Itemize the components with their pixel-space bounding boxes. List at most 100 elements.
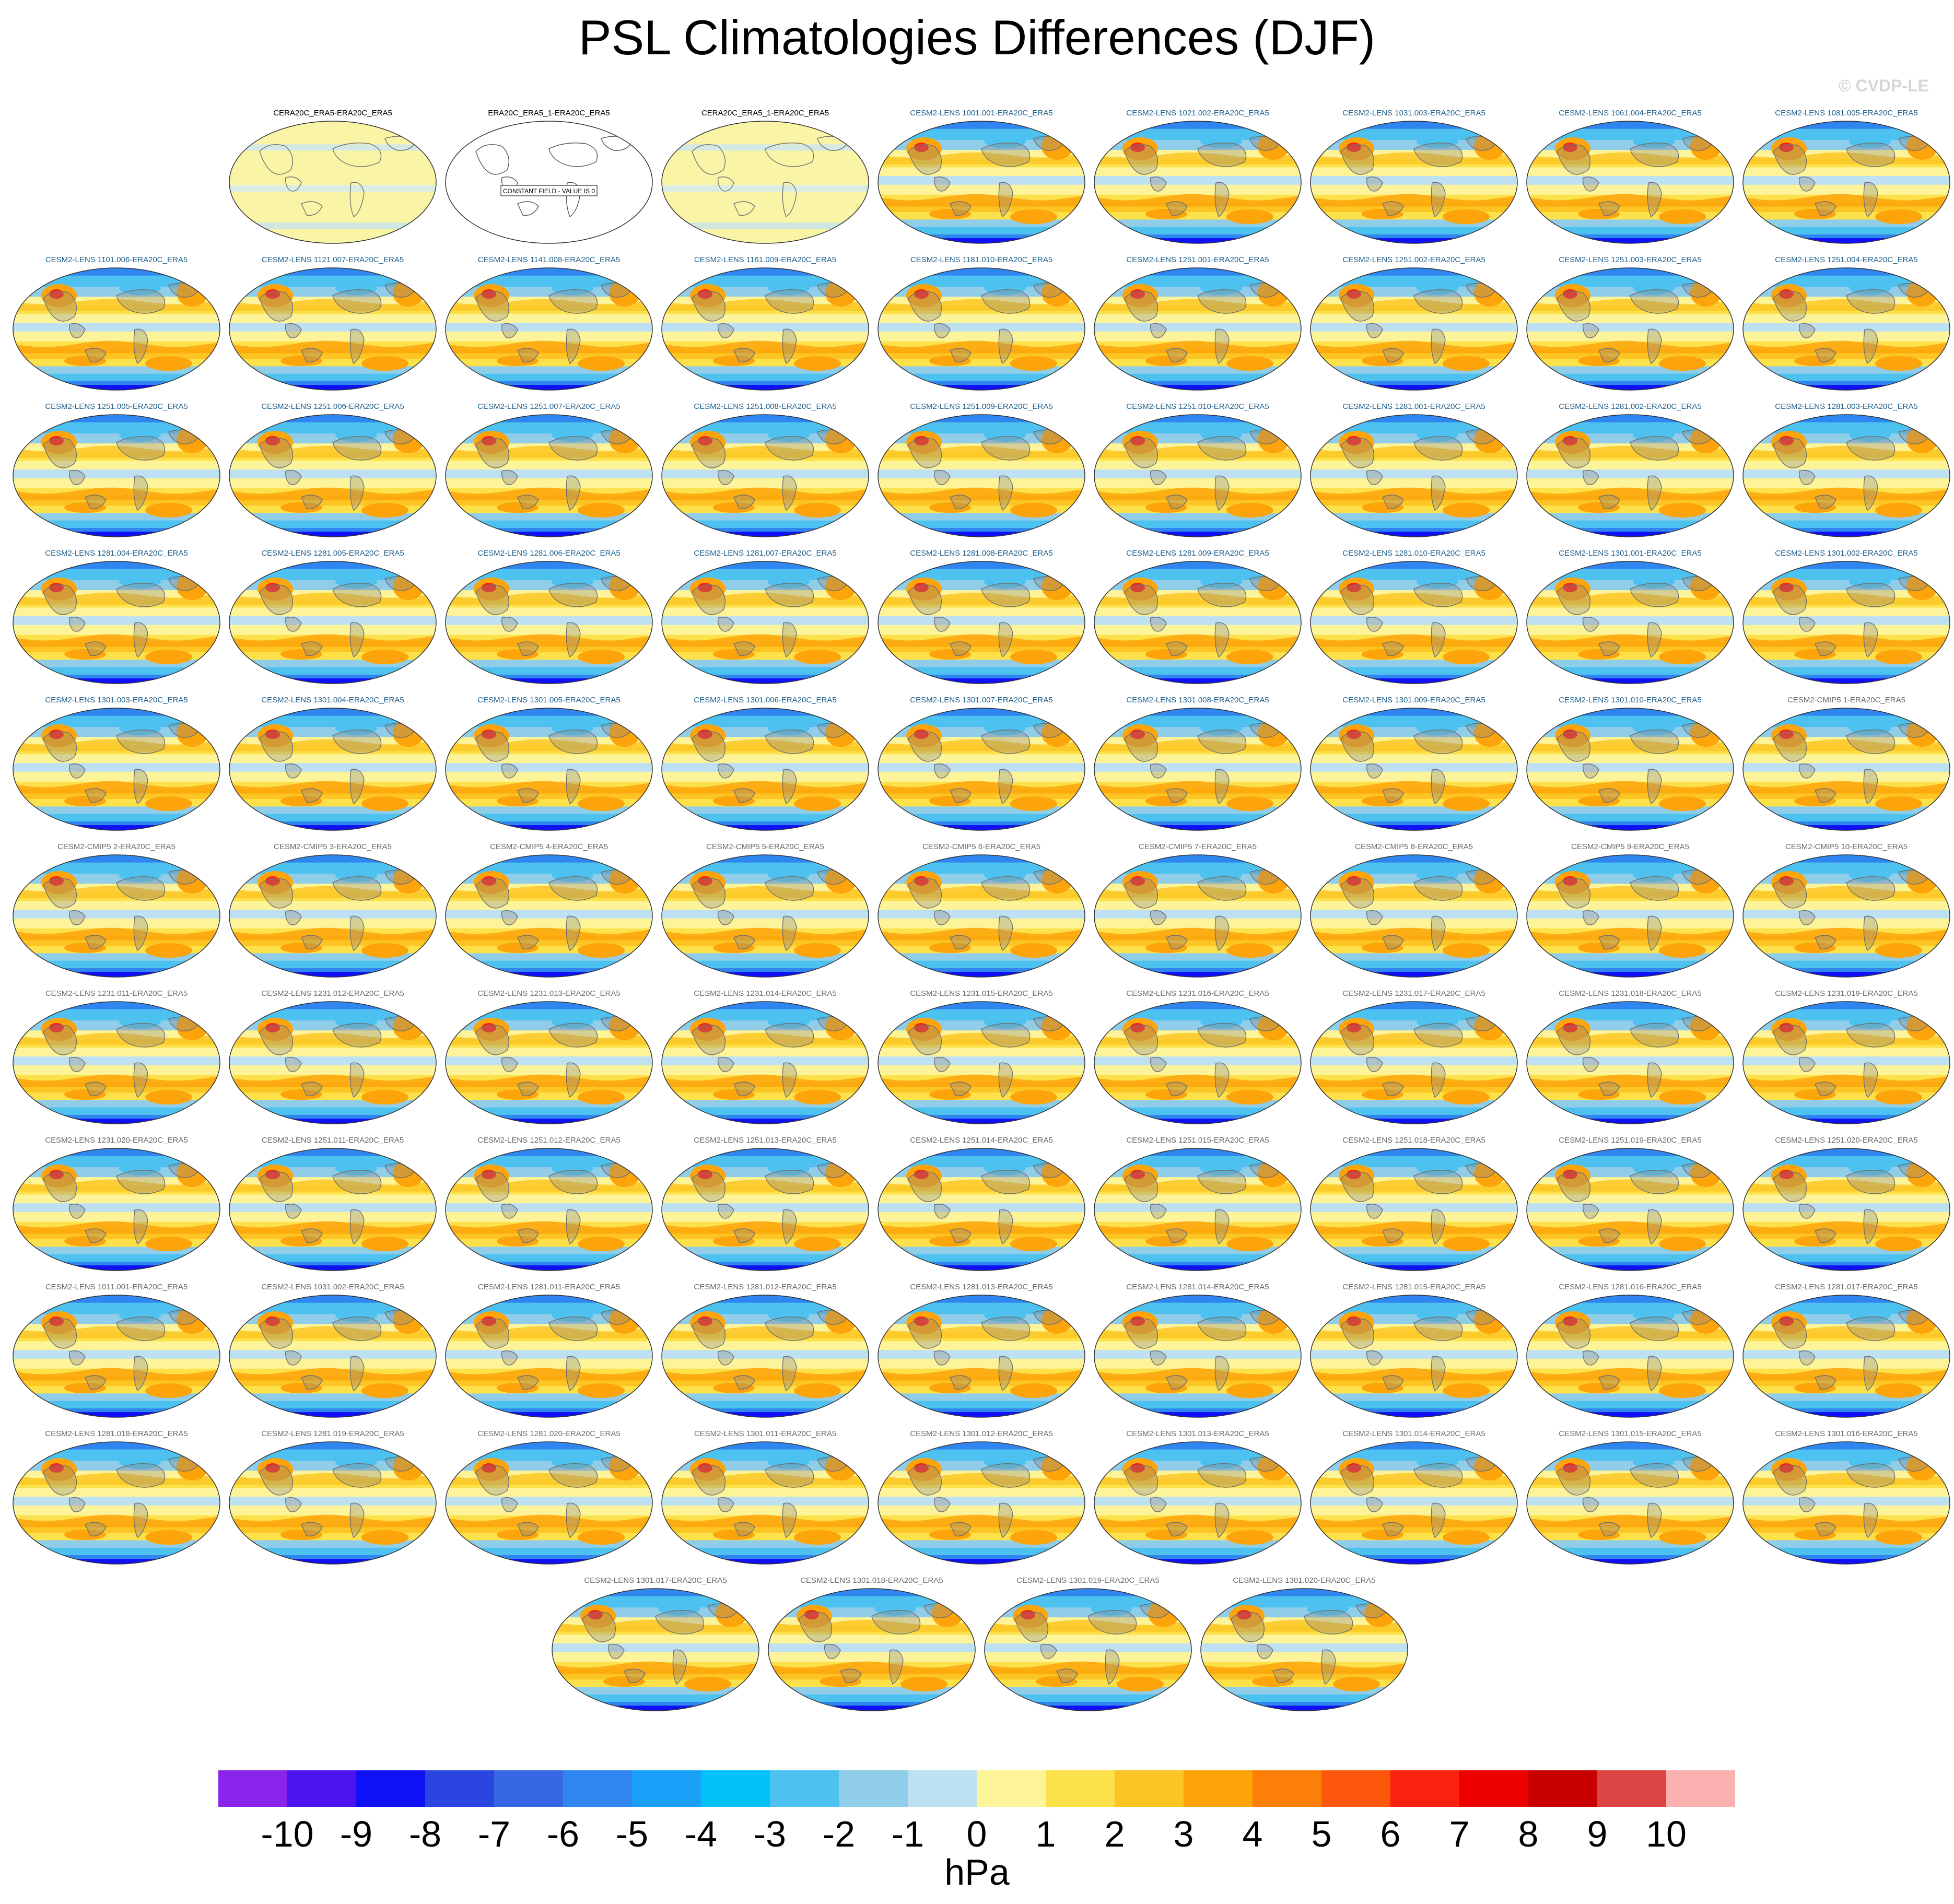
panel-title: CESM2-LENS 1251.015-ERA20C_ERA5 bbox=[1126, 1136, 1269, 1145]
world-map bbox=[661, 708, 869, 831]
colorbar-swatch bbox=[218, 1770, 288, 1807]
colorbar-swatch bbox=[1666, 1770, 1735, 1807]
map-panel: CESM2-LENS 1251.008-ERA20C_ERA5 bbox=[657, 402, 873, 548]
world-map bbox=[13, 1148, 220, 1271]
panel-title: CESM2-LENS 1301.016-ERA20C_ERA5 bbox=[1775, 1429, 1918, 1438]
panel-title: CESM2-LENS 1281.020-ERA20C_ERA5 bbox=[477, 1429, 621, 1438]
colorbar-swatch bbox=[632, 1770, 701, 1807]
world-map bbox=[1742, 1295, 1950, 1418]
colorbar-tick-label: -4 bbox=[684, 1814, 718, 1854]
map-panel: CESM2-LENS 1301.008-ERA20C_ERA5 bbox=[1090, 696, 1306, 842]
world-map bbox=[1310, 121, 1518, 244]
map-panel: CESM2-LENS 1301.011-ERA20C_ERA5 bbox=[657, 1429, 873, 1576]
map-panel: CESM2-CMIP5 7-ERA20C_ERA5 bbox=[1090, 842, 1306, 989]
panel-title: CESM2-CMIP5 9-ERA20C_ERA5 bbox=[1571, 842, 1689, 851]
map-panel: CESM2-LENS 1251.006-ERA20C_ERA5 bbox=[225, 402, 441, 548]
panel-title: CESM2-CMIP5 6-ERA20C_ERA5 bbox=[922, 842, 1040, 851]
colorbar-tick-label: -10 bbox=[261, 1814, 314, 1854]
world-map bbox=[1742, 1148, 1950, 1271]
world-map bbox=[661, 1148, 869, 1271]
map-panel: CESM2-LENS 1061.004-ERA20C_ERA5 bbox=[1522, 109, 1738, 255]
map-panel: CESM2-LENS 1281.016-ERA20C_ERA5 bbox=[1522, 1283, 1738, 1429]
world-map bbox=[1526, 414, 1734, 537]
map-panel: CESM2-LENS 1281.006-ERA20C_ERA5 bbox=[441, 549, 657, 695]
world-map bbox=[1094, 1295, 1302, 1418]
colorbar-swatch bbox=[1184, 1770, 1253, 1807]
world-map bbox=[1094, 708, 1302, 831]
map-panel: CESM2-LENS 1251.009-ERA20C_ERA5 bbox=[873, 402, 1090, 548]
world-map bbox=[445, 1001, 653, 1124]
map-panel: CESM2-LENS 1251.020-ERA20C_ERA5 bbox=[1738, 1136, 1954, 1282]
copyright-text: © CVDP-LE bbox=[1839, 76, 1929, 95]
colorbar-swatch bbox=[1046, 1770, 1115, 1807]
world-map bbox=[229, 1001, 437, 1124]
panel-title: CESM2-LENS 1301.001-ERA20C_ERA5 bbox=[1559, 549, 1702, 558]
panel-title: CESM2-LENS 1301.007-ERA20C_ERA5 bbox=[910, 696, 1053, 704]
panel-title: CESM2-CMIP5 1-ERA20C_ERA5 bbox=[1787, 696, 1905, 704]
world-map bbox=[229, 1295, 437, 1418]
panel-title: ERA20C_ERA5_1-ERA20C_ERA5 bbox=[488, 109, 610, 117]
map-panel: CERA20C_ERA5-ERA20C_ERA5 bbox=[225, 109, 441, 255]
map-panel: CESM2-LENS 1251.018-ERA20C_ERA5 bbox=[1306, 1136, 1522, 1282]
panel-title: CESM2-LENS 1301.018-ERA20C_ERA5 bbox=[800, 1576, 943, 1585]
map-panel: CESM2-CMIP5 8-ERA20C_ERA5 bbox=[1306, 842, 1522, 989]
colorbar-swatch bbox=[1321, 1770, 1391, 1807]
world-map bbox=[1310, 1148, 1518, 1271]
map-panel: CESM2-LENS 1281.020-ERA20C_ERA5 bbox=[441, 1429, 657, 1576]
world-map bbox=[1200, 1588, 1408, 1711]
colorbar-swatch bbox=[1253, 1770, 1322, 1807]
map-panel: CESM2-LENS 1301.006-ERA20C_ERA5 bbox=[657, 696, 873, 842]
world-map bbox=[1094, 121, 1302, 244]
map-panel: CESM2-LENS 1251.004-ERA20C_ERA5 bbox=[1738, 255, 1954, 402]
panel-title: CESM2-LENS 1081.005-ERA20C_ERA5 bbox=[1775, 109, 1918, 117]
panel-title: CESM2-LENS 1021.002-ERA20C_ERA5 bbox=[1126, 109, 1269, 117]
world-map bbox=[445, 708, 653, 831]
world-map bbox=[229, 267, 437, 391]
colorbar-units: hPa bbox=[944, 1852, 1010, 1893]
panel-title: CESM2-LENS 1231.018-ERA20C_ERA5 bbox=[1559, 989, 1702, 998]
world-map bbox=[1526, 1295, 1734, 1418]
world-map bbox=[13, 854, 220, 978]
panel-title: CESM2-LENS 1301.012-ERA20C_ERA5 bbox=[910, 1429, 1053, 1438]
panel-title: CESM2-CMIP5 8-ERA20C_ERA5 bbox=[1355, 842, 1473, 851]
panel-title: CESM2-LENS 1281.003-ERA20C_ERA5 bbox=[1775, 402, 1918, 411]
panel-title: CESM2-LENS 1231.013-ERA20C_ERA5 bbox=[477, 989, 621, 998]
panel-title: CESM2-LENS 1231.020-ERA20C_ERA5 bbox=[45, 1136, 188, 1145]
map-panel: CERA20C_ERA5_1-ERA20C_ERA5 bbox=[657, 109, 873, 255]
world-map bbox=[1310, 1295, 1518, 1418]
panel-title: CESM2-LENS 1011.001-ERA20C_ERA5 bbox=[45, 1283, 188, 1291]
colorbar-swatch bbox=[770, 1770, 839, 1807]
map-panel: CESM2-LENS 1251.002-ERA20C_ERA5 bbox=[1306, 255, 1522, 402]
map-panel: CESM2-LENS 1281.010-ERA20C_ERA5 bbox=[1306, 549, 1522, 695]
map-panel: CESM2-LENS 1231.014-ERA20C_ERA5 bbox=[657, 989, 873, 1135]
panel-title: CESM2-LENS 1251.011-ERA20C_ERA5 bbox=[261, 1136, 404, 1145]
map-panel: CESM2-LENS 1301.014-ERA20C_ERA5 bbox=[1306, 1429, 1522, 1576]
map-panel: CESM2-LENS 1101.006-ERA20C_ERA5 bbox=[8, 255, 225, 402]
panel-title: CESM2-LENS 1231.012-ERA20C_ERA5 bbox=[261, 989, 404, 998]
panel-title: CESM2-LENS 1251.003-ERA20C_ERA5 bbox=[1559, 255, 1702, 264]
map-panel: CESM2-LENS 1301.003-ERA20C_ERA5 bbox=[8, 696, 225, 842]
colorbar-swatch bbox=[1115, 1770, 1184, 1807]
world-map bbox=[1094, 561, 1302, 684]
panel-title: CESM2-LENS 1251.014-ERA20C_ERA5 bbox=[910, 1136, 1053, 1145]
world-map bbox=[877, 708, 1085, 831]
world-map bbox=[1094, 854, 1302, 978]
map-panel: CESM2-LENS 1281.017-ERA20C_ERA5 bbox=[1738, 1283, 1954, 1429]
map-panel: CESM2-LENS 1121.007-ERA20C_ERA5 bbox=[225, 255, 441, 402]
map-panel: CESM2-LENS 1281.012-ERA20C_ERA5 bbox=[657, 1283, 873, 1429]
colorbar-tick-label: 4 bbox=[1242, 1814, 1263, 1854]
world-map bbox=[1742, 854, 1950, 978]
map-panel: CESM2-CMIP5 9-ERA20C_ERA5 bbox=[1522, 842, 1738, 989]
world-map bbox=[1310, 708, 1518, 831]
colorbar-swatch bbox=[287, 1770, 357, 1807]
panel-title: CESM2-LENS 1251.002-ERA20C_ERA5 bbox=[1342, 255, 1485, 264]
panel-title: CESM2-LENS 1281.011-ERA20C_ERA5 bbox=[477, 1283, 621, 1291]
panel-title: CESM2-CMIP5 5-ERA20C_ERA5 bbox=[706, 842, 824, 851]
map-panel: CESM2-LENS 1251.005-ERA20C_ERA5 bbox=[8, 402, 225, 548]
world-map bbox=[1742, 561, 1950, 684]
colorbar-swatch bbox=[908, 1770, 977, 1807]
panel-title: CESM2-LENS 1281.007-ERA20C_ERA5 bbox=[694, 549, 837, 558]
map-panel: CESM2-LENS 1031.003-ERA20C_ERA5 bbox=[1306, 109, 1522, 255]
map-panel: CESM2-LENS 1301.005-ERA20C_ERA5 bbox=[441, 696, 657, 842]
panel-title: CESM2-CMIP5 3-ERA20C_ERA5 bbox=[274, 842, 392, 851]
